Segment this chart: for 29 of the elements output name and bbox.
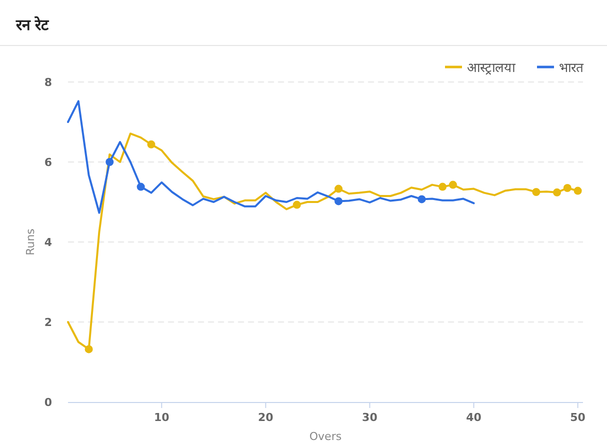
point bbox=[438, 182, 447, 191]
y-tick-label: 6 bbox=[44, 156, 52, 169]
point bbox=[334, 184, 343, 193]
point bbox=[106, 158, 114, 166]
point bbox=[448, 180, 457, 189]
point bbox=[532, 188, 540, 196]
point bbox=[574, 186, 582, 195]
x-tick-label: 30 bbox=[362, 411, 378, 424]
y-axis-title: Runs bbox=[24, 228, 37, 256]
point bbox=[84, 345, 93, 354]
y-tick-label: 2 bbox=[44, 316, 52, 329]
x-tick-label: 10 bbox=[154, 411, 170, 424]
point bbox=[552, 188, 561, 196]
x-axis-title: Overs bbox=[309, 430, 342, 443]
y-tick-label: 0 bbox=[44, 396, 52, 409]
legend-label: आस्ट्रालया bbox=[467, 61, 516, 76]
point bbox=[136, 182, 145, 191]
y-tick-label: 4 bbox=[44, 236, 52, 249]
legend-label: भारत bbox=[559, 61, 584, 76]
chart-title: रन रेट bbox=[15, 16, 50, 34]
x-tick-label: 50 bbox=[570, 411, 586, 424]
x-tick-label: 20 bbox=[258, 411, 274, 424]
point bbox=[292, 200, 301, 209]
y-tick-label: 8 bbox=[44, 76, 52, 89]
point bbox=[563, 184, 572, 192]
point bbox=[147, 140, 156, 148]
point bbox=[418, 195, 426, 204]
x-tick-label: 40 bbox=[466, 411, 482, 424]
point bbox=[334, 197, 343, 206]
